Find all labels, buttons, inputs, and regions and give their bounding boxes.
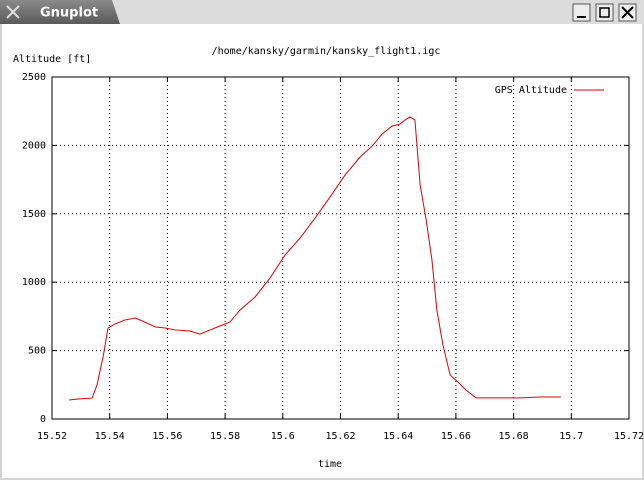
y-tick-label: 500	[28, 346, 46, 357]
x-tick-label: 15.56	[152, 431, 182, 442]
x-tick-label: 15.62	[325, 431, 355, 442]
window-icon[interactable]	[6, 5, 20, 19]
y-axis-label: Altitude [ft]	[13, 54, 91, 65]
y-tick-label: 1500	[22, 209, 46, 220]
minimize-button[interactable]	[572, 3, 591, 22]
chart-title: /home/kansky/garmin/kansky_flight1.igc	[212, 46, 441, 57]
x-tick-label: 15.6	[271, 431, 295, 442]
y-tick-label: 2000	[22, 140, 46, 151]
x-tick-label: 15.64	[383, 431, 413, 442]
y-tick-label: 1000	[22, 277, 46, 288]
x-tick-label: 15.72	[614, 431, 644, 442]
plot-canvas	[2, 24, 642, 478]
maximize-button[interactable]	[595, 3, 614, 22]
x-tick-label: 15.54	[95, 431, 125, 442]
chart: /home/kansky/garmin/kansky_flight1.igc A…	[13, 46, 644, 470]
legend-label: GPS Altitude	[495, 85, 567, 96]
window-title: Gnuplot	[40, 6, 98, 21]
x-tick-label: 15.52	[37, 431, 67, 442]
y-tick-label: 2500	[22, 72, 46, 83]
close-button[interactable]	[618, 3, 637, 22]
x-tick-label: 15.66	[441, 431, 471, 442]
title-tab	[0, 0, 120, 24]
plot-border	[51, 76, 630, 420]
x-tick-label: 15.58	[210, 431, 240, 442]
x-tick-label: 15.68	[499, 431, 529, 442]
x-tick-label: 15.7	[559, 431, 583, 442]
data-line	[68, 116, 561, 401]
y-tick-label: 0	[40, 414, 46, 425]
x-axis-label: time	[318, 459, 342, 470]
